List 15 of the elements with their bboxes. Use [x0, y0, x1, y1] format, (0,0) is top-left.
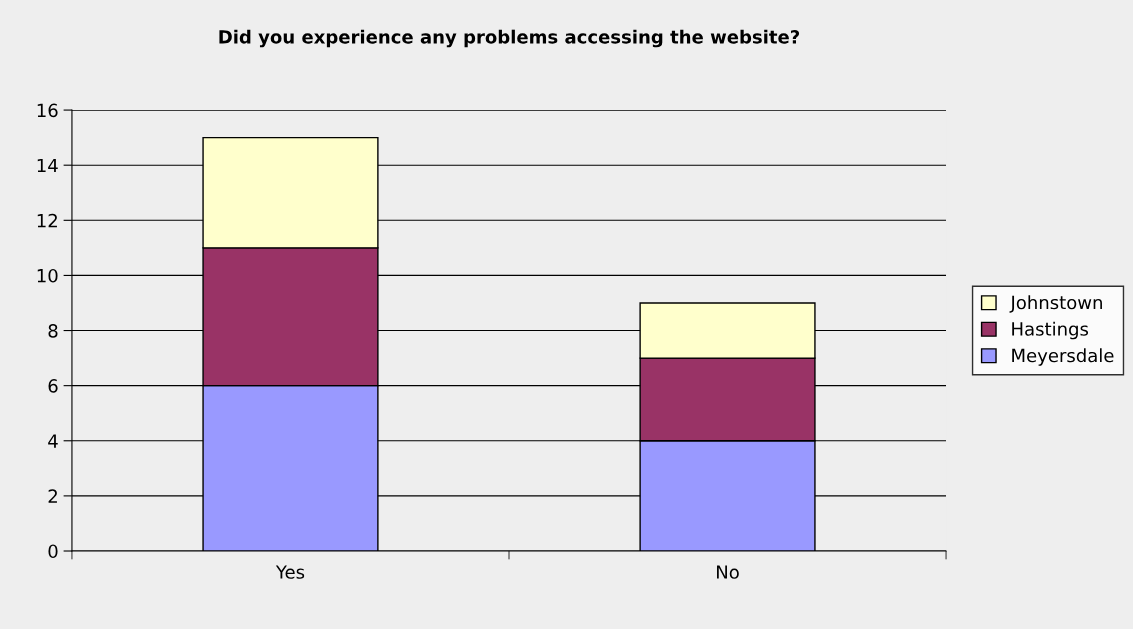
- x-tick-label: Yes: [275, 565, 305, 579]
- x-tick-label: No: [717, 565, 739, 579]
- y-tick-label: 8: [48, 324, 58, 338]
- y-tick-label: 14: [37, 158, 58, 173]
- y-tick-label: 6: [48, 379, 58, 393]
- y-tick-label: 10: [37, 268, 58, 283]
- y-tick-label: 2: [48, 489, 57, 503]
- legend-label: Meyersdale: [1012, 348, 1114, 366]
- legend-label: Hastings: [1012, 321, 1089, 340]
- y-tick-label: 16: [37, 103, 58, 118]
- y-tick-label: 4: [48, 434, 58, 448]
- y-tick-label: 12: [37, 213, 57, 228]
- legend-label: Johnstown: [1009, 295, 1102, 313]
- y-tick-label: 0: [48, 544, 58, 559]
- chart-title: Did you experience any problems accessing the website?: [219, 29, 800, 48]
